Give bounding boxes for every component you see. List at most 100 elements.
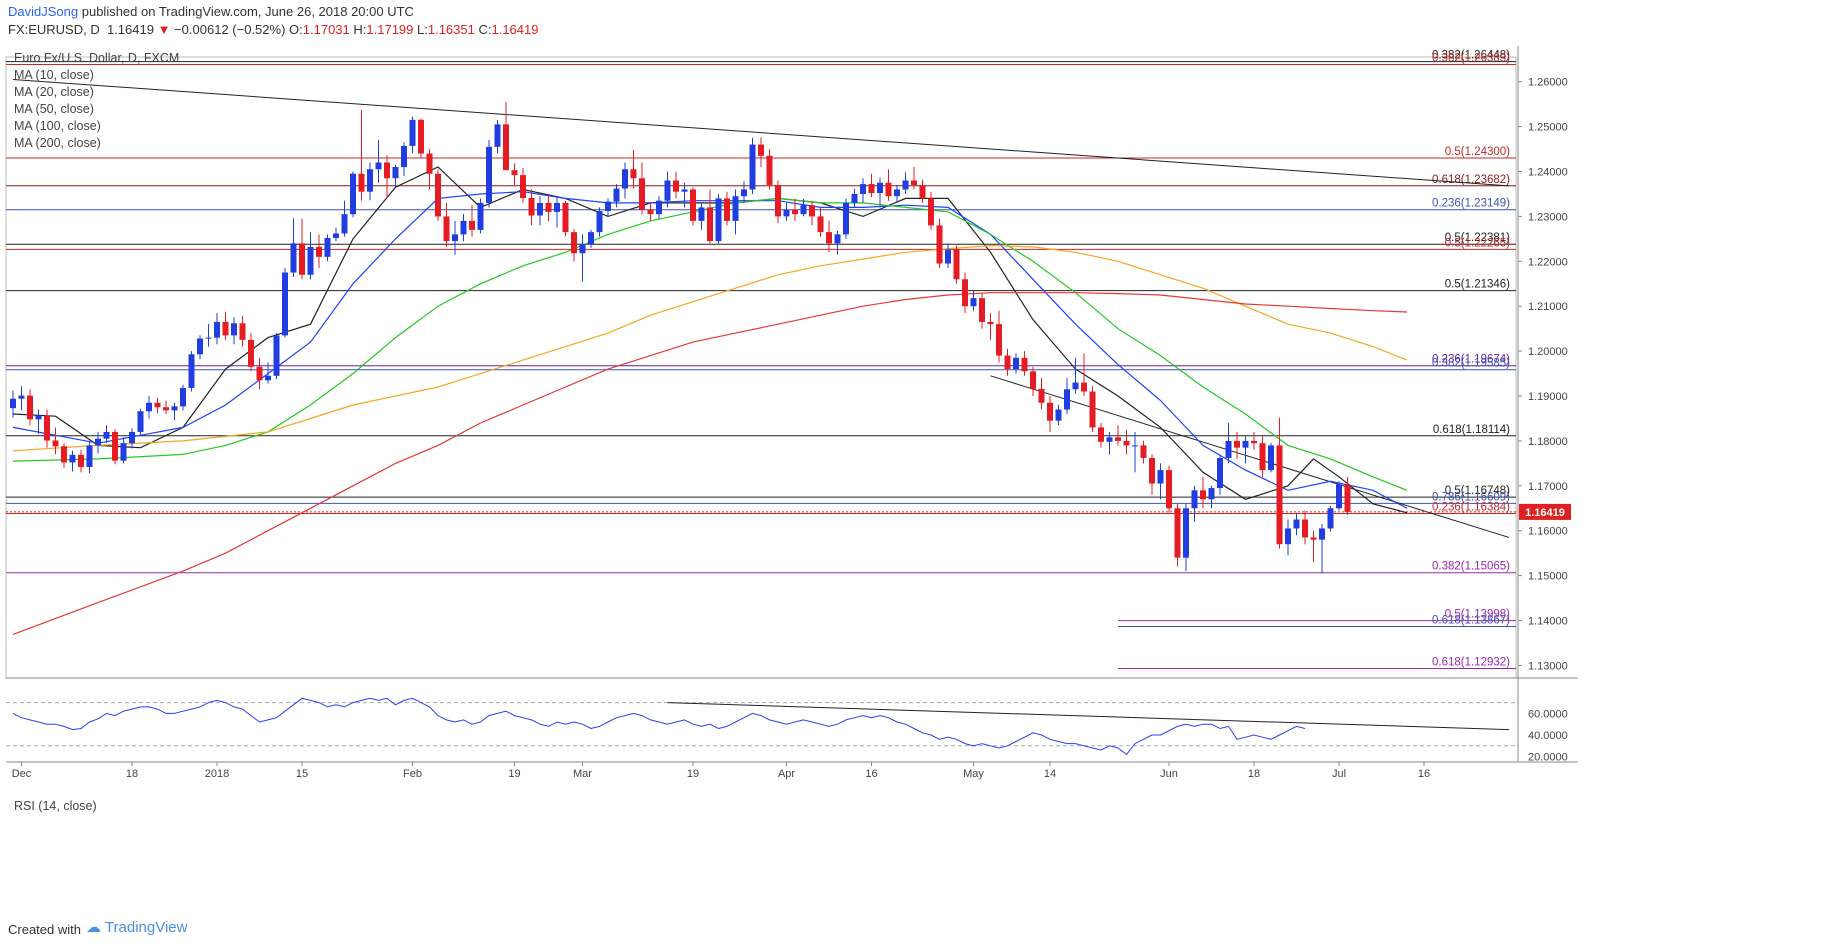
candle [979, 292, 985, 329]
y-tick-label: 1.26000 [1528, 77, 1568, 89]
candle-body [698, 207, 705, 221]
candle-body [1089, 391, 1096, 428]
candle [61, 443, 67, 468]
legend-ma10[interactable]: MA (10, close) [14, 68, 94, 82]
last-price: 1.16419 [106, 22, 154, 37]
x-tick-label: 14 [1044, 768, 1056, 780]
candle [605, 198, 611, 217]
legend-ma50[interactable]: MA (50, close) [14, 102, 94, 116]
candle-body [902, 180, 909, 190]
tradingview-logo[interactable]: ☁ TradingView [86, 919, 188, 936]
legend-ma200[interactable]: MA (200, close) [14, 136, 101, 150]
candle-body [562, 202, 569, 233]
candle [426, 149, 433, 190]
candle-body [350, 173, 356, 215]
candle-body [809, 205, 815, 217]
candle [239, 316, 246, 347]
x-tick-label: Feb [403, 768, 422, 780]
current-price-badge [1519, 503, 1571, 520]
close-label: C: [478, 22, 492, 37]
candle [35, 409, 42, 434]
legend-ma100[interactable]: MA (100, close) [14, 119, 101, 133]
candle [877, 177, 883, 208]
x-tick-label: 19 [508, 768, 520, 780]
y-tick-label: 1.17000 [1528, 481, 1568, 493]
candle [1336, 481, 1342, 511]
x-tick-label: 18 [126, 768, 138, 780]
candle [613, 184, 620, 208]
x-tick-label: Jun [1160, 768, 1178, 780]
brand-name: TradingView [104, 919, 188, 936]
fib-level-label: 0.236(1.19674) [1432, 354, 1510, 366]
candle [953, 245, 960, 284]
candle [673, 171, 679, 199]
candle [341, 200, 348, 237]
candle-body [1208, 488, 1215, 500]
legend-title: Euro Fx/U.S. Dollar, D, FXCM [14, 51, 180, 65]
candle-body [945, 249, 951, 264]
candle-body [962, 279, 968, 307]
candle-body [1098, 427, 1104, 442]
candle [792, 198, 798, 221]
candle-body [885, 182, 892, 197]
symbol-name: FX:EURUSD, D [8, 22, 100, 37]
candle-body [205, 337, 212, 339]
candle [103, 425, 110, 444]
candle-body [375, 162, 382, 170]
candle-body [239, 323, 246, 340]
candle [681, 182, 688, 208]
candle [324, 234, 331, 262]
candle [741, 181, 747, 203]
x-tick-label: 18 [1248, 768, 1260, 780]
rsi-tick-label: 40.0000 [1528, 730, 1568, 742]
candle [1132, 431, 1138, 473]
legend-ma20[interactable]: MA (20, close) [14, 85, 94, 99]
candle [435, 169, 441, 221]
candle [936, 218, 943, 269]
candle-body [197, 338, 203, 355]
candle-body [409, 119, 416, 146]
x-tick-label: 15 [296, 768, 308, 780]
candle [945, 243, 951, 269]
candle-body [707, 207, 713, 242]
y-tick-label: 1.24000 [1528, 167, 1568, 179]
fib-level-label: 0.618(1.18114) [1433, 424, 1510, 436]
candle-body [214, 321, 220, 338]
candle [1225, 422, 1232, 464]
candle-body [520, 175, 526, 198]
chart-canvas[interactable]: 1.26000 1.25000 1.24000 1.23000 1.22000 1.210… [0, 46, 1828, 910]
candle-body [843, 202, 849, 235]
candle-body [163, 407, 169, 411]
moving-average-line [12, 197, 1408, 491]
candle [205, 324, 212, 347]
candle [919, 179, 926, 203]
candle [214, 312, 220, 345]
candle [273, 333, 280, 380]
candle-body [44, 415, 50, 441]
candle [511, 163, 518, 185]
candle [1276, 417, 1283, 549]
candle [996, 310, 1002, 363]
candle-body [103, 431, 110, 439]
rsi-legend[interactable]: RSI (14, close) [14, 799, 97, 813]
candle-body [630, 169, 637, 179]
candle [1055, 404, 1062, 426]
fib-level-label: 0.786(1.16609) [1432, 491, 1510, 503]
candle-body [222, 321, 229, 336]
author-link[interactable]: DavidJSong [8, 4, 79, 19]
candle-body [316, 246, 322, 257]
candle [690, 187, 696, 226]
candle-body [35, 415, 42, 420]
candle [749, 137, 756, 194]
candle [1038, 378, 1045, 410]
fib-level-label: 0.382(1.26448) [1432, 50, 1510, 62]
candle-body [1021, 357, 1028, 372]
candle-body [1115, 437, 1121, 441]
published-text: published on TradingView.com, June 26, 2… [81, 4, 414, 19]
candle [1217, 454, 1223, 495]
candle-body [970, 298, 977, 307]
candle [817, 207, 824, 237]
candle-body [1081, 382, 1087, 392]
candle [282, 268, 288, 338]
candle [545, 193, 552, 221]
